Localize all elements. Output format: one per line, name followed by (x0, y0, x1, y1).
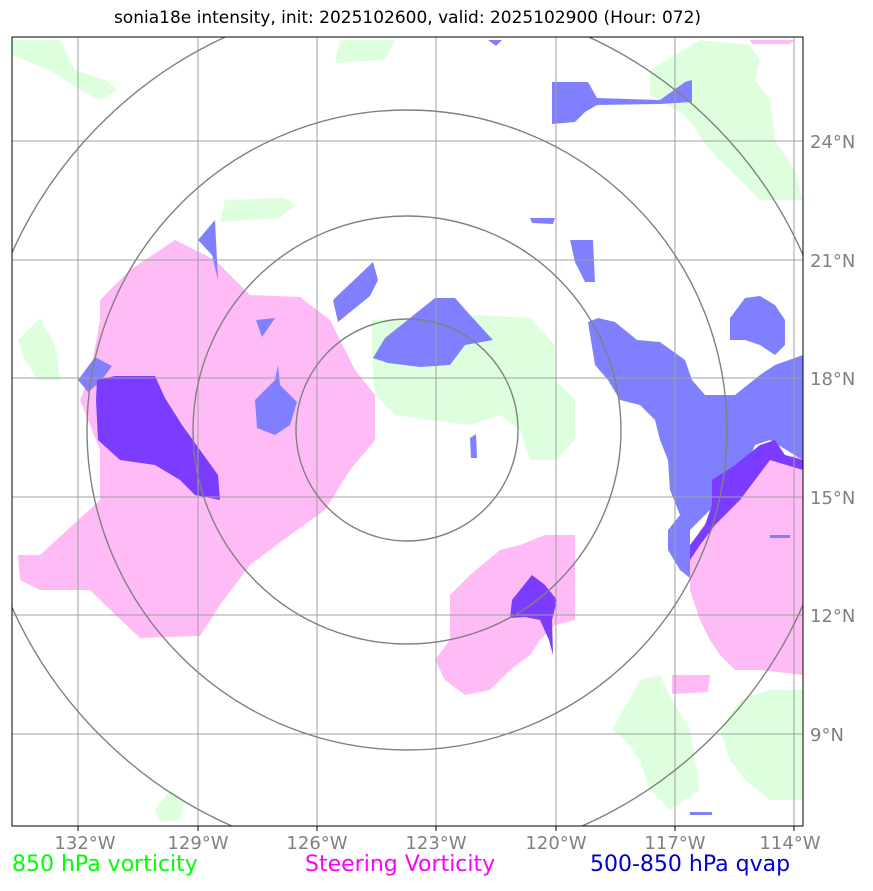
qvap-layer (78, 40, 803, 815)
map-frame (11, 36, 804, 827)
lon-tick-marks (77, 826, 795, 831)
legend-steering-vorticity: Steering Vorticity (305, 852, 496, 877)
lon-tick-labels: 132°W 129°W 126°W 123°W 120°W 117°W 114°… (54, 833, 820, 854)
lat-tick-label: 12°N (810, 606, 855, 627)
lon-tick-label: 120°W (525, 833, 586, 854)
lat-tick-label: 15°N (810, 488, 855, 509)
legend-qvap: 500-850 hPa qvap (590, 852, 791, 877)
lon-tick-label: 114°W (759, 833, 820, 854)
lat-tick-label: 21°N (810, 251, 855, 272)
lat-tick-label: 9°N (810, 725, 844, 746)
lat-tick-labels: 24°N 21°N 18°N 15°N 12°N 9°N (810, 132, 855, 746)
lon-tick-label: 117°W (644, 833, 705, 854)
map-title: sonia18e intensity, init: 2025102600, va… (113, 8, 702, 28)
lat-tick-label: 18°N (810, 369, 855, 390)
lon-tick-label: 129°W (167, 833, 228, 854)
lat-tick-label: 24°N (810, 132, 855, 153)
lon-tick-label: 132°W (54, 833, 115, 854)
lon-tick-label: 123°W (405, 833, 466, 854)
graticule (12, 37, 803, 826)
lon-tick-label: 126°W (286, 833, 347, 854)
legend-vorticity-850: 850 hPa vorticity (12, 852, 198, 877)
range-rings (12, 37, 803, 826)
